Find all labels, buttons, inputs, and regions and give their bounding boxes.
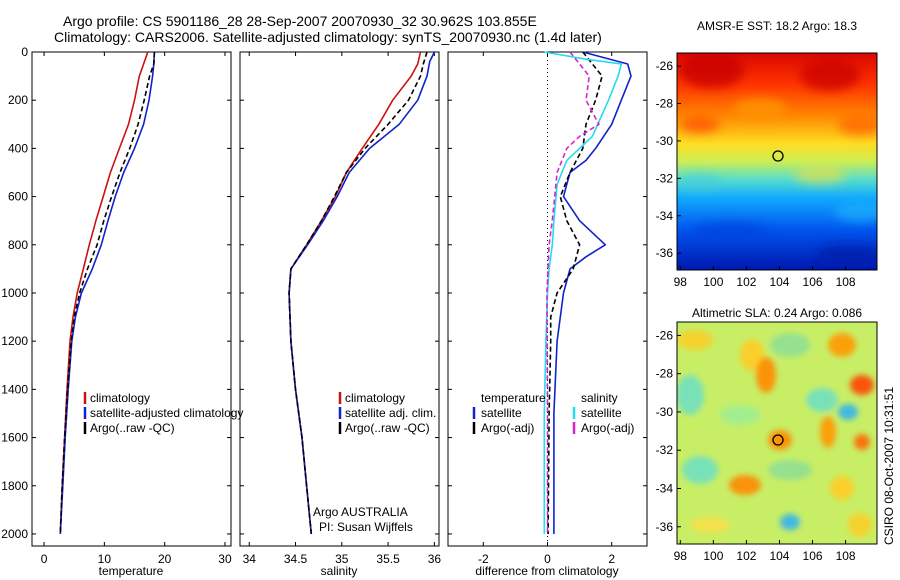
series-line [546,51,600,534]
y-tick-label: -30 [656,134,674,148]
y-tick-label: -28 [656,367,674,381]
legend-label-argo: Argo(..raw -QC) [345,421,430,435]
legend-label-argo: Argo(..raw -QC) [90,421,175,435]
legend-label-satellite: satellite-adjusted climatology [90,406,243,420]
y-tick-label: 200 [8,93,28,107]
salinity-legend: climatology satellite adj. clim. Argo(..… [338,391,436,435]
y-tick-label: 1600 [1,431,28,445]
difference-legend: temperature satellite Argo(-adj) salinit… [472,391,634,435]
y-tick-label: 1400 [1,382,28,396]
sla-heatmap [677,322,877,544]
salinity-plot: 34 34.5 35 35.5 36 [240,51,442,566]
y-tick-label: 1200 [1,334,28,348]
legend-label-sal-argo: Argo(-adj) [581,421,634,435]
legend-label-sal-satellite: satellite [581,406,622,420]
series-line [288,51,436,535]
figure-title-line2: Climatology: CARS2006. Satellite-adjuste… [54,29,602,45]
argo-location-marker [772,150,784,162]
x-tick-label: 98 [674,549,688,563]
series-line [543,51,623,534]
sst-ticks: 98 100 102 104 106 108 -26 -28 -30 -32 -34 -36 [656,59,856,289]
legend-label-climatology: climatology [345,391,405,405]
series-line [553,51,632,534]
x-tick-label: 35 [335,552,349,566]
argo-program-annotation: Argo AUSTRALIA [313,505,408,519]
difference-xlabel: difference from climatology [475,564,618,578]
x-tick-label: 98 [674,275,688,289]
legend-label-satellite: satellite adj. clim. [345,406,436,420]
legend-label-temp-argo: Argo(-adj) [481,421,534,435]
series-line [59,51,149,535]
legend-label-temp-satellite: satellite [481,406,522,420]
sla-axes [676,321,878,545]
x-tick-label: 102 [736,549,756,563]
temperature-legend: climatology satellite-adjusted climatolo… [83,391,243,435]
x-tick-label: 0 [544,552,551,566]
x-tick-label: 106 [803,549,823,563]
temperature-axes [31,51,232,547]
x-tick-label: 2 [608,552,615,566]
y-tick-label: -34 [656,209,674,223]
series-line [288,51,428,535]
sla-ticks: 98 100 102 104 106 108 -26 -28 -30 -32 -34 -36 [656,328,856,563]
series-line [59,51,156,535]
y-tick-label: 2000 [1,527,28,541]
y-tick-label: -36 [656,520,674,534]
legend-title-temperature: temperature [481,391,546,405]
figure-title-line1: Argo profile: CS 5901186_28 28-Sep-2007 … [63,13,537,29]
sst-title: AMSR-E SST: 18.2 Argo: 18.3 [697,19,857,33]
csiro-timestamp: CSIRO 08-Oct-2007 10:31:51 [882,387,896,545]
y-tick-label: 1000 [1,286,28,300]
y-tick-label: 800 [8,238,28,252]
y-tick-label: -30 [656,405,674,419]
x-tick-label: -2 [478,552,489,566]
argo-location-marker [772,434,784,446]
legend-title-salinity: salinity [581,391,618,405]
x-tick-label: 20 [158,552,172,566]
series-line [59,51,156,535]
x-tick-label: 100 [703,275,723,289]
x-tick-label: 104 [769,275,789,289]
x-tick-label: 100 [703,549,723,563]
x-tick-label: 0 [41,552,48,566]
x-tick-label: 34 [243,552,257,566]
y-tick-label: -28 [656,97,674,111]
x-tick-label: 10 [98,552,112,566]
temperature-plot: 0 200 400 600 800 1000 1200 1400 1600 1800 2000 0 10… [1,45,232,566]
x-tick-label: 106 [803,275,823,289]
x-tick-label: 34.5 [284,552,308,566]
sla-title: Altimetric SLA: 0.24 Argo: 0.086 [692,306,862,320]
y-tick-label: -32 [656,171,674,185]
salinity-xlabel: salinity [321,564,358,578]
y-tick-label: -36 [656,246,674,260]
x-tick-label: 108 [836,549,856,563]
y-tick-label: 600 [8,190,28,204]
y-tick-label: -34 [656,482,674,496]
legend-label-climatology: climatology [90,391,150,405]
x-tick-label: 30 [218,552,232,566]
y-tick-label: 1800 [1,479,28,493]
y-tick-label: -26 [656,59,674,73]
temperature-xlabel: temperature [99,564,164,578]
sst-axes [676,52,878,271]
x-tick-label: 36 [428,552,442,566]
salinity-axes [239,51,440,547]
y-tick-label: -32 [656,443,674,457]
x-tick-label: 108 [836,275,856,289]
x-tick-label: 102 [736,275,756,289]
x-tick-label: 35.5 [376,552,400,566]
series-line [288,51,422,535]
pi-annotation: PI: Susan Wijffels [319,520,413,534]
series-line [547,51,603,535]
y-tick-label: 0 [21,45,28,59]
difference-plot: -2 0 2 [448,51,647,566]
x-tick-label: 104 [769,549,789,563]
y-tick-label: -26 [656,328,674,342]
y-tick-label: 400 [8,141,28,155]
